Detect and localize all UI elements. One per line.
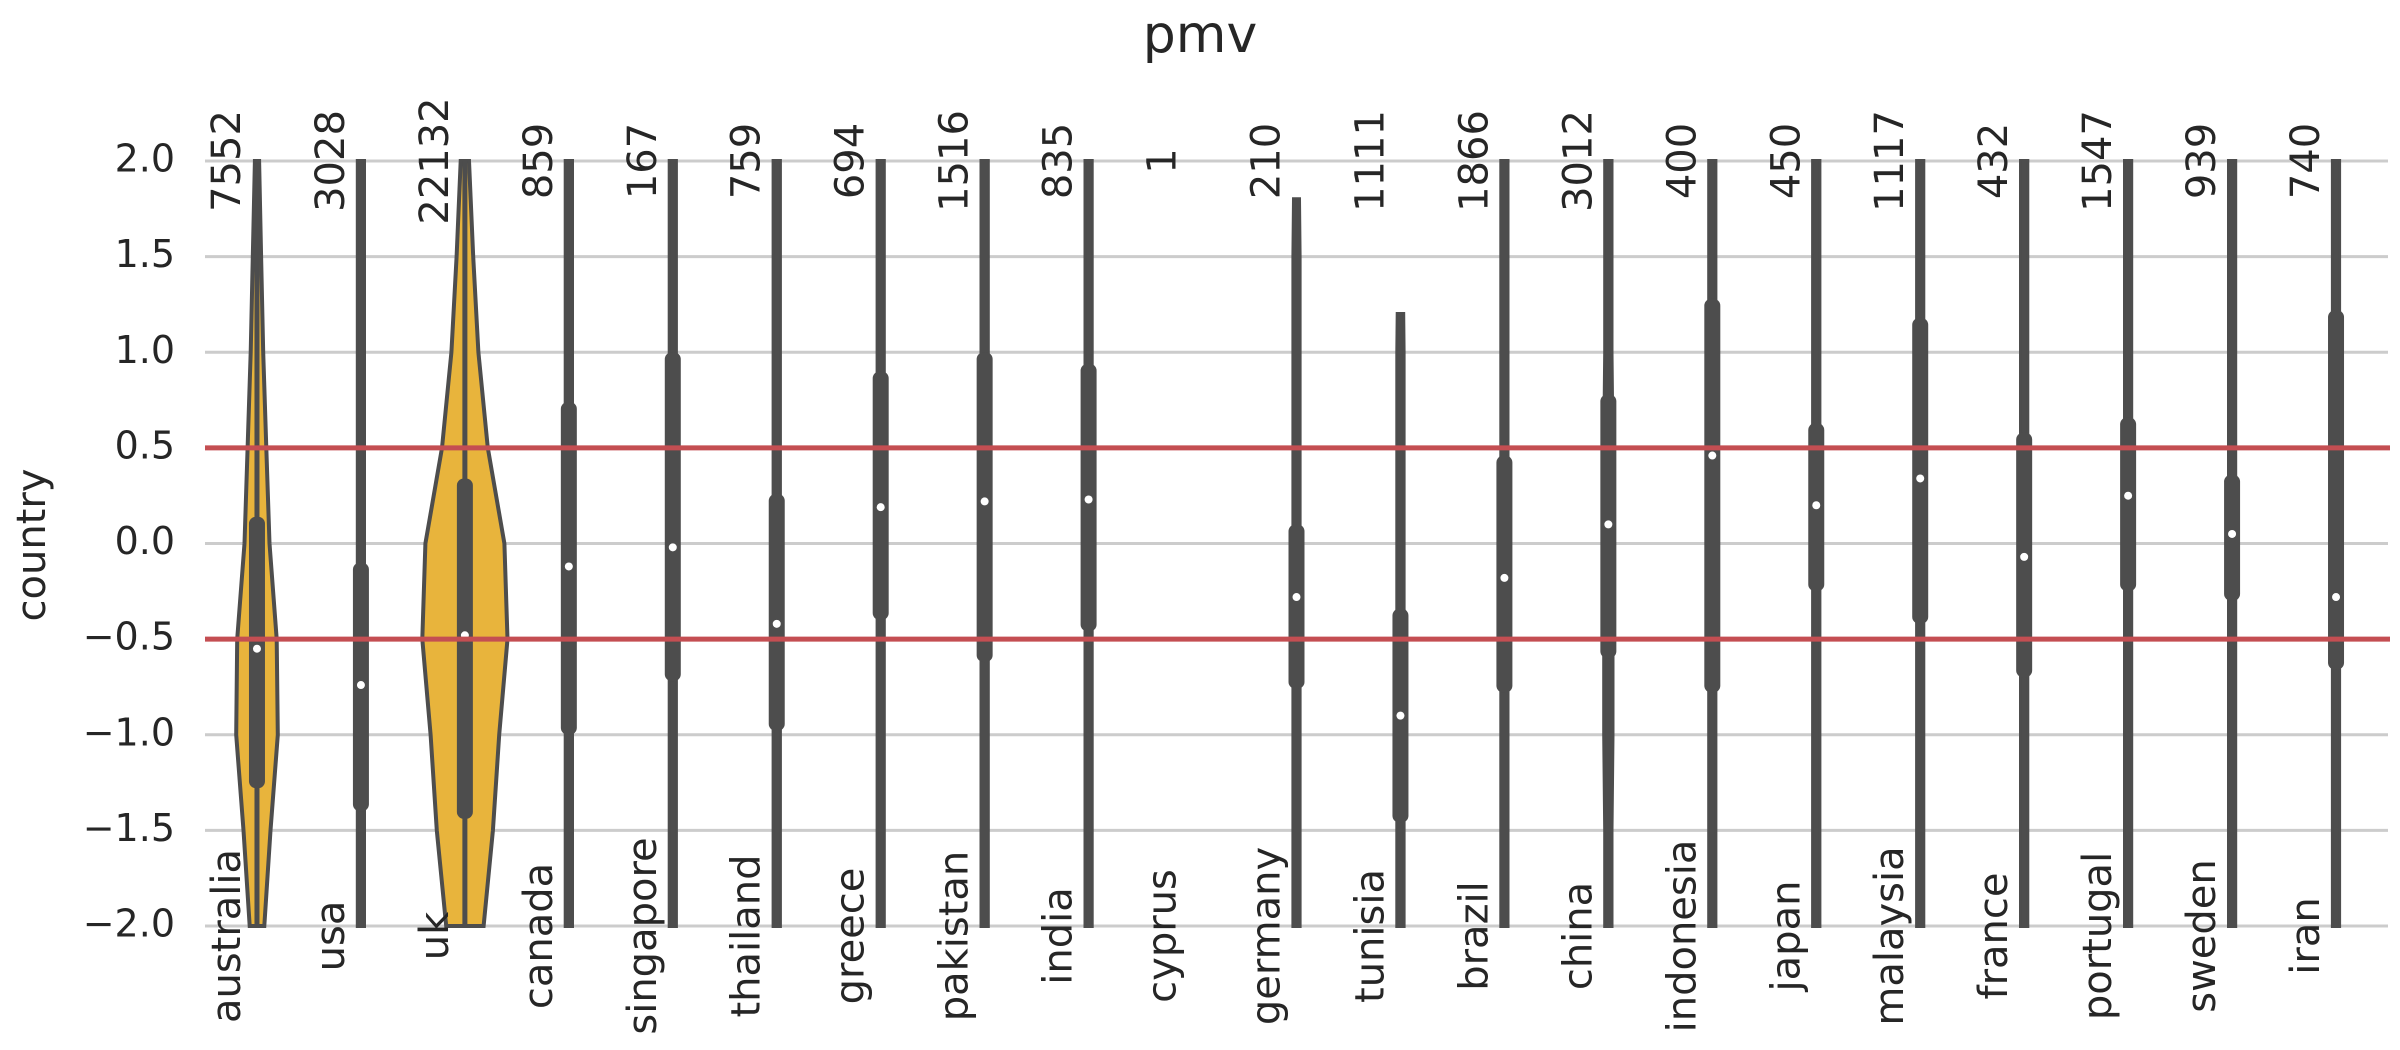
count-label: 22132: [412, 97, 458, 224]
x-tick-label: uk: [412, 911, 458, 960]
count-label: 450: [1763, 123, 1809, 199]
y-tick-label: −2.0: [83, 902, 175, 946]
x-tick-label: tunisia: [1347, 869, 1393, 1003]
y-tick-label: −1.5: [83, 806, 175, 850]
x-tick-label: usa: [308, 901, 354, 972]
count-label: 1111: [1347, 110, 1393, 212]
count-label: 167: [620, 123, 666, 199]
box: [1912, 317, 1929, 624]
box: [456, 478, 473, 819]
count-label: 3012: [1555, 110, 1601, 212]
count-label: 1117: [1867, 110, 1913, 212]
median: [1084, 495, 1093, 504]
count-label: 432: [1971, 123, 2017, 199]
y-tick-label: 0.5: [115, 423, 175, 467]
x-tick-label: france: [1971, 873, 2017, 1000]
box: [1704, 298, 1721, 693]
median: [1604, 520, 1613, 529]
x-tick-label: indonesia: [1659, 840, 1705, 1033]
count-label: 759: [724, 123, 770, 199]
box: [2328, 310, 2345, 670]
median: [668, 543, 677, 552]
median: [772, 619, 781, 628]
median: [1292, 593, 1301, 602]
x-tick-label: germany: [1244, 847, 1290, 1025]
count-label: 3028: [308, 110, 354, 212]
median: [356, 681, 365, 690]
median: [876, 503, 885, 512]
count-label: 210: [1244, 123, 1290, 199]
x-tick-label: thailand: [724, 854, 770, 1017]
x-tick-label: canada: [516, 863, 562, 1009]
median: [980, 497, 989, 506]
median: [1812, 501, 1821, 510]
x-tick-label: brazil: [1451, 881, 1497, 991]
median: [1500, 573, 1509, 582]
y-tick-label: 1.5: [115, 232, 175, 276]
median: [252, 644, 261, 653]
count-label: 1516: [932, 110, 978, 212]
count-label: 835: [1036, 123, 1082, 199]
count-label: 694: [828, 123, 874, 199]
count-label: 1: [1140, 148, 1186, 173]
x-tick-label: australia: [204, 849, 250, 1023]
x-tick-label: cyprus: [1140, 869, 1186, 1003]
median: [1396, 711, 1405, 720]
median: [1916, 474, 1925, 483]
x-tick-label: china: [1555, 882, 1601, 990]
count-label: 740: [2283, 123, 2329, 199]
box: [872, 371, 889, 620]
box: [976, 352, 993, 663]
box: [664, 352, 681, 682]
x-tick-label: malaysia: [1867, 846, 1913, 1025]
median: [2020, 552, 2029, 561]
box: [768, 493, 785, 731]
x-tick-label: india: [1036, 887, 1082, 984]
count-label: 1547: [2075, 110, 2121, 212]
x-tick-label: greece: [828, 868, 874, 1005]
labels: −2.0 −1.5 −1.0 −0.5 0.0 0.5 1.0 1.5 2.0 australia…: [83, 97, 2329, 1034]
x-tick-label: pakistan: [932, 851, 978, 1022]
box: [1288, 524, 1305, 689]
plot-area: [205, 159, 2390, 928]
median: [1708, 451, 1717, 460]
y-tick-label: 0.0: [115, 519, 175, 563]
count-label: 1866: [1451, 110, 1497, 212]
y-tick-label: 2.0: [115, 137, 175, 181]
chart-title: pmv: [1143, 5, 1257, 65]
median: [564, 562, 573, 571]
count-label: 859: [516, 123, 562, 199]
y-tick-label: 1.0: [115, 328, 175, 372]
box: [2120, 417, 2137, 592]
median: [2124, 491, 2133, 500]
count-label: 7552: [204, 110, 250, 212]
x-tick-label: japan: [1763, 881, 1809, 993]
x-tick-label: singapore: [620, 837, 666, 1034]
x-tick-label: portugal: [2075, 852, 2121, 1020]
y-tick-label: −1.0: [83, 710, 175, 754]
median: [2332, 593, 2341, 602]
y-tick-label: −0.5: [83, 615, 175, 659]
median: [2228, 529, 2237, 538]
x-tick-label: iran: [2283, 897, 2329, 974]
x-tick-label: sweden: [2179, 859, 2225, 1013]
y-axis-label: country: [9, 469, 55, 622]
count-label: 400: [1659, 123, 1705, 199]
count-label: 939: [2179, 123, 2225, 199]
